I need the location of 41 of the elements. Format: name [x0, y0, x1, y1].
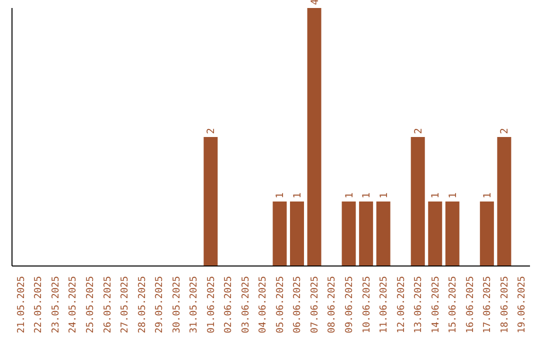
- data-label: 1: [344, 192, 356, 198]
- x-tick-label: 31.05.2025: [188, 276, 200, 334]
- x-tick-label: 15.06.2025: [448, 276, 459, 334]
- x-tick-label: 28.05.2025: [136, 276, 148, 334]
- x-tick-label: 23.05.2025: [50, 276, 62, 334]
- x-tick-label: 14.06.2025: [430, 276, 442, 334]
- x-tick-label: 27.05.2025: [120, 276, 131, 334]
- data-label: 1: [362, 192, 373, 198]
- data-label: 2: [413, 128, 424, 134]
- x-tick-label: 07.06.2025: [309, 276, 320, 334]
- x-tick-label: 21.05.2025: [16, 276, 27, 334]
- x-tick-label: 10.06.2025: [361, 276, 372, 334]
- data-label: 1: [430, 192, 442, 198]
- data-label: 2: [206, 128, 218, 134]
- x-tick-label: 09.06.2025: [344, 276, 356, 334]
- x-tick-label: 04.06.2025: [258, 276, 269, 334]
- x-tick-label: 24.05.2025: [68, 276, 79, 334]
- x-tick-label: 13.06.2025: [413, 276, 424, 334]
- x-tick-label: 29.05.2025: [154, 276, 166, 334]
- x-tick-label: 17.06.2025: [482, 276, 494, 334]
- x-tick-label: 25.05.2025: [85, 276, 96, 334]
- data-label: 1: [482, 192, 494, 198]
- x-tick-label: 05.06.2025: [274, 276, 286, 334]
- data-label: 1: [275, 192, 286, 198]
- x-tick-label: 22.05.2025: [33, 276, 44, 334]
- x-tick-label: 01.06.2025: [206, 276, 217, 334]
- x-tick-label: 12.06.2025: [396, 276, 407, 334]
- x-tick-label: 08.06.2025: [326, 276, 338, 334]
- x-tick-label: 06.06.2025: [292, 276, 304, 334]
- x-tick-label: 26.05.2025: [102, 276, 114, 334]
- x-tick-label: 18.06.2025: [499, 276, 510, 334]
- data-label: 1: [292, 192, 304, 198]
- x-tick-label: 16.06.2025: [464, 276, 476, 334]
- x-tick-label: 19.06.2025: [516, 276, 528, 334]
- data-label: 2: [500, 128, 511, 134]
- x-tick-label: 30.05.2025: [171, 276, 182, 334]
- data-label: 1: [378, 192, 390, 198]
- x-tick-label: 02.06.2025: [223, 276, 234, 334]
- data-label: 1: [448, 192, 459, 198]
- x-tick-label: 03.06.2025: [240, 276, 252, 334]
- x-tick-label: 11.06.2025: [378, 276, 390, 334]
